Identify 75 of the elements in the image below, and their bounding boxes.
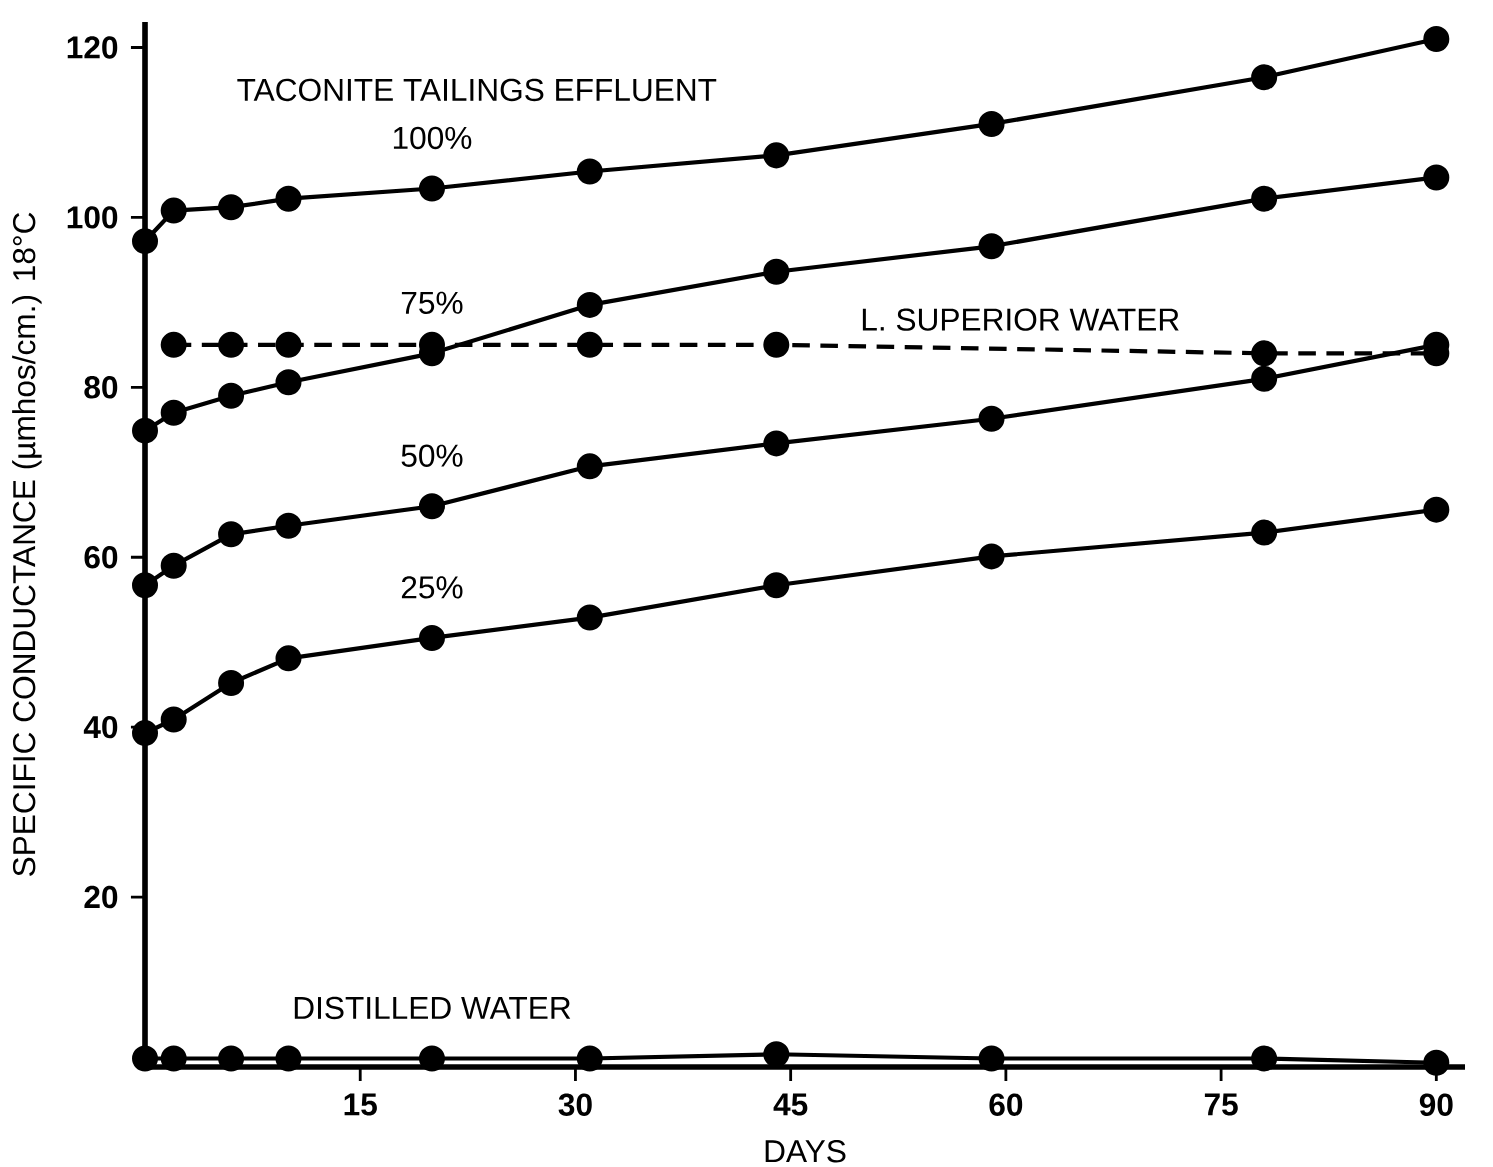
point bbox=[1251, 365, 1278, 392]
point bbox=[218, 669, 245, 696]
point bbox=[218, 331, 245, 358]
x-tick-label: 30 bbox=[558, 1093, 592, 1116]
point bbox=[576, 331, 603, 358]
point bbox=[1251, 64, 1278, 91]
point bbox=[576, 1045, 603, 1072]
point bbox=[160, 331, 187, 358]
point bbox=[1251, 519, 1278, 546]
x-tick-label: 15 bbox=[344, 1093, 377, 1116]
point bbox=[978, 110, 1005, 137]
point bbox=[978, 543, 1005, 570]
point bbox=[576, 291, 603, 318]
point bbox=[275, 185, 302, 212]
point bbox=[978, 233, 1005, 260]
x-axis-title: DAYS bbox=[765, 1140, 846, 1163]
annotation: TACONITE TAILINGS EFFLUENT bbox=[237, 78, 717, 102]
point bbox=[218, 382, 245, 409]
point bbox=[275, 645, 302, 672]
point bbox=[1251, 1045, 1278, 1072]
point bbox=[418, 175, 445, 202]
point bbox=[132, 1045, 159, 1072]
point bbox=[978, 405, 1005, 432]
point bbox=[1423, 164, 1450, 191]
point bbox=[132, 228, 159, 255]
y-tick-label: 100 bbox=[67, 206, 118, 229]
y-axis-title: SPECIFIC CONDUCTANCE (µmhos/cm.) 18°C bbox=[12, 212, 42, 877]
point bbox=[132, 572, 159, 599]
point bbox=[218, 194, 245, 221]
point bbox=[218, 521, 245, 548]
point bbox=[763, 142, 790, 169]
point bbox=[275, 331, 302, 358]
point bbox=[576, 158, 603, 185]
y-tick-label: 20 bbox=[84, 885, 118, 909]
series-label: 25% bbox=[401, 576, 463, 599]
series-label: 75% bbox=[401, 291, 463, 314]
y-tick-label: 80 bbox=[84, 376, 118, 399]
point bbox=[418, 493, 445, 520]
x-tick-label: 60 bbox=[989, 1093, 1023, 1116]
point bbox=[763, 258, 790, 285]
y-tick-label: 40 bbox=[83, 715, 118, 739]
point bbox=[576, 453, 603, 480]
point bbox=[576, 604, 603, 631]
y-tick-label: 60 bbox=[84, 546, 118, 569]
point bbox=[763, 331, 790, 358]
series-label: L. SUPERIOR WATER bbox=[862, 308, 1179, 331]
point bbox=[763, 430, 790, 457]
x-tick-label: 45 bbox=[773, 1093, 808, 1116]
point bbox=[763, 572, 790, 599]
point bbox=[160, 706, 187, 733]
point bbox=[763, 1041, 790, 1068]
point bbox=[1423, 1049, 1450, 1076]
x-tick-label: 75 bbox=[1204, 1093, 1238, 1116]
point bbox=[218, 1045, 245, 1072]
point bbox=[275, 369, 302, 396]
point bbox=[1423, 25, 1450, 52]
point bbox=[1251, 185, 1278, 212]
point bbox=[160, 197, 187, 224]
point bbox=[160, 552, 187, 579]
point bbox=[160, 1045, 187, 1072]
point bbox=[978, 1045, 1005, 1072]
series-label: 100% bbox=[393, 126, 472, 150]
point bbox=[418, 1045, 445, 1072]
point bbox=[132, 720, 159, 747]
point bbox=[132, 417, 159, 444]
x-tick-label: 90 bbox=[1419, 1093, 1453, 1116]
point bbox=[1423, 496, 1450, 523]
point bbox=[275, 1045, 302, 1072]
series-label: 50% bbox=[401, 444, 463, 467]
point bbox=[1251, 340, 1278, 367]
point bbox=[275, 512, 302, 539]
point bbox=[418, 624, 445, 651]
series-label: DISTILLED WATER bbox=[294, 996, 571, 1020]
y-tick-label: 120 bbox=[67, 36, 118, 59]
point bbox=[160, 399, 187, 426]
